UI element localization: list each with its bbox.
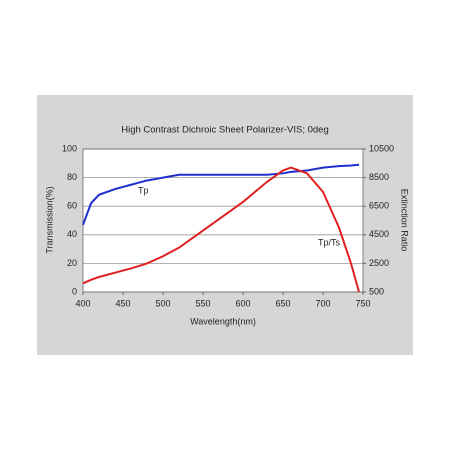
series-line (82, 163, 360, 226)
x-tick-label: 450 (115, 298, 130, 308)
series-line (82, 166, 360, 293)
y-tick-label: 100 (62, 143, 77, 153)
y2-tick-label: 500 (369, 286, 384, 296)
y2-tick-label: 2500 (369, 258, 389, 268)
y-tick-label: 80 (67, 172, 77, 182)
x-axis-label: Wavelength(nm) (190, 316, 256, 326)
series-label: Tp/Ts (318, 237, 341, 247)
y-tick-label: 20 (67, 258, 77, 268)
y2-tick-label: 10500 (369, 143, 394, 153)
y-axis-label: Transmission(%) (44, 186, 54, 253)
y-tick-label: 0 (72, 286, 77, 296)
y2-tick-label: 6500 (369, 201, 389, 211)
y2-tick-label: 8500 (369, 172, 389, 182)
y-tick-label: 40 (67, 229, 77, 239)
x-tick-label: 400 (75, 298, 90, 308)
chart-title: High Contrast Dichroic Sheet Polarizer-V… (121, 125, 329, 136)
x-tick-label: 500 (155, 298, 170, 308)
y-tick-label: 60 (67, 201, 77, 211)
x-tick-label: 550 (195, 298, 210, 308)
y2-tick-label: 4500 (369, 229, 389, 239)
x-tick-label: 650 (275, 298, 290, 308)
x-tick-label: 700 (315, 298, 330, 308)
plot-border (82, 148, 364, 293)
series-label: Tp (138, 185, 149, 195)
x-tick-label: 600 (235, 298, 250, 308)
x-tick-label: 750 (355, 298, 370, 308)
y2-axis-label: Extinction Ratio (400, 189, 410, 252)
